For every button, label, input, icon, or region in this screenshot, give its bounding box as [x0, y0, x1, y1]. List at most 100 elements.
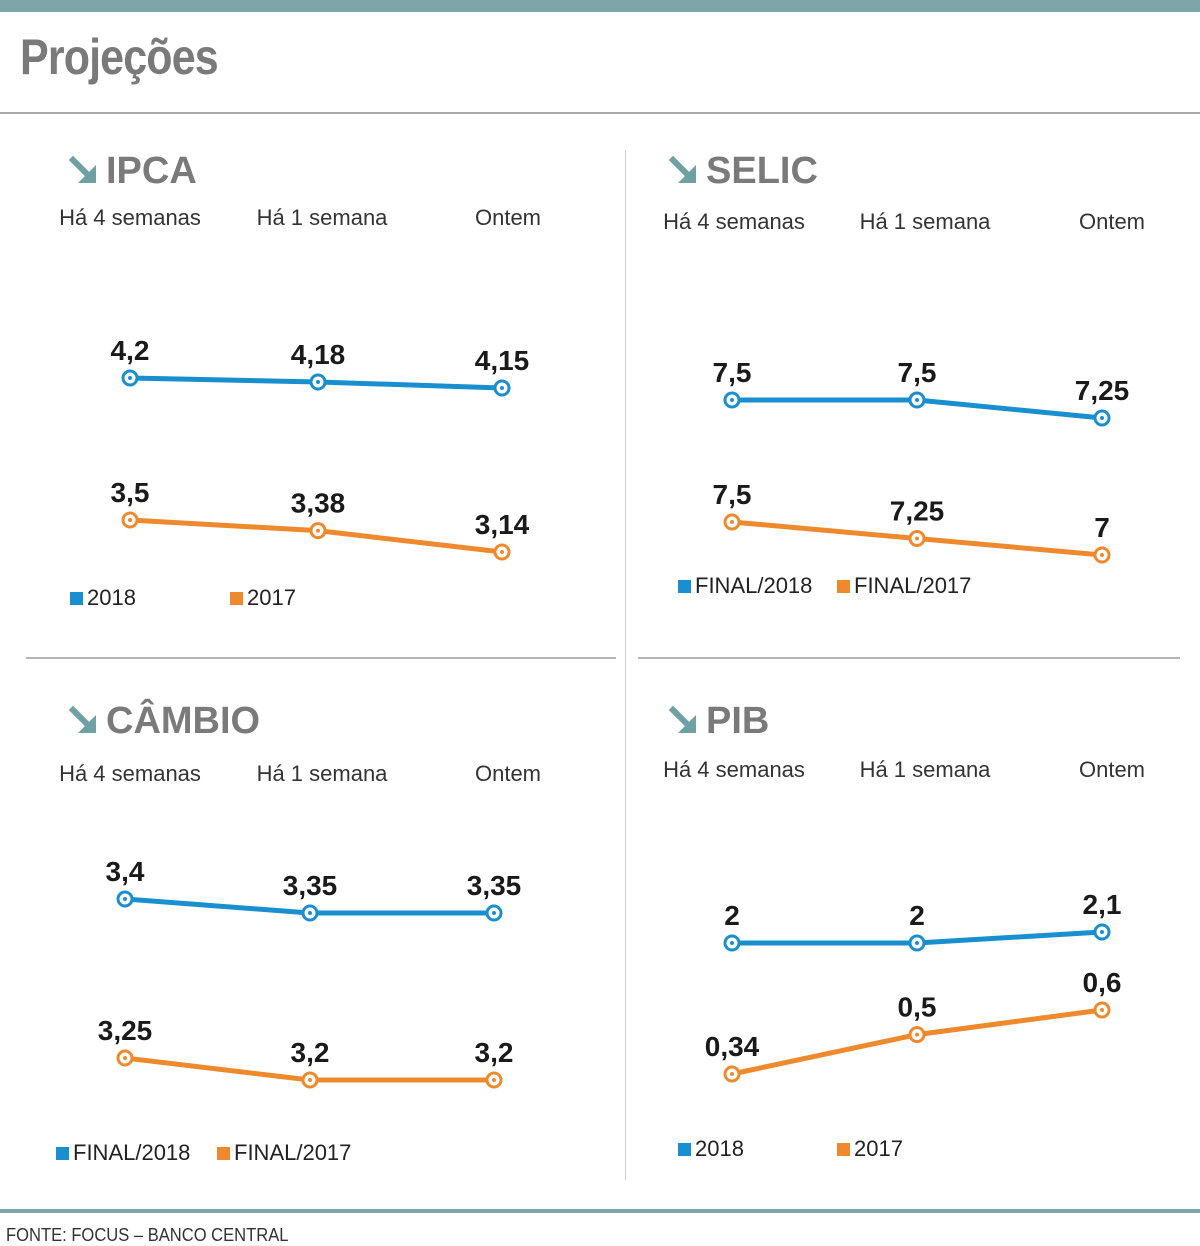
data-label: 3,35 — [467, 870, 522, 901]
data-point-dot — [915, 1032, 919, 1037]
data-label: 3,35 — [283, 870, 338, 901]
arrow-down-right-icon — [68, 705, 96, 733]
data-label: 3,2 — [475, 1037, 514, 1068]
data-point-dot — [492, 911, 496, 915]
chart-title: SELIC — [706, 150, 818, 192]
data-point-dot — [730, 520, 734, 524]
data-point-dot — [123, 1056, 127, 1060]
data-point-dot — [123, 897, 127, 901]
data-label: 7 — [1094, 512, 1110, 543]
data-point-dot — [730, 398, 734, 402]
data-label: 3,4 — [106, 856, 145, 887]
arrow-head — [678, 715, 696, 733]
chart-panel-cambio: CÂMBIO Há 4 semanas Há 1 semana Ontem 3,4 3,3… — [0, 675, 600, 1215]
column-header: Ontem — [475, 761, 541, 786]
column-header: Há 1 semana — [257, 761, 389, 786]
data-label: 7,5 — [898, 357, 937, 388]
arrow-head — [78, 715, 96, 733]
legend-label: 2017 — [854, 1136, 903, 1161]
data-point-dot — [128, 518, 132, 522]
data-label: 7,25 — [1075, 375, 1130, 406]
data-label: 3,25 — [98, 1015, 153, 1046]
source-note: FONTE: FOCUS – BANCO CENTRAL — [6, 1225, 289, 1245]
data-point-dot — [492, 1078, 496, 1082]
chart-panel-ipca: IPCA Há 4 semanas Há 1 semana Ontem 4,2 4,18 4… — [0, 125, 600, 665]
data-label: 4,2 — [111, 335, 150, 366]
column-header: Ontem — [1079, 209, 1145, 234]
data-label: 4,18 — [291, 339, 346, 370]
legend-label: FINAL/2018 — [695, 573, 812, 598]
arrow-head — [678, 165, 696, 183]
data-label: 7,5 — [713, 479, 752, 510]
top-accent-bar — [0, 0, 1200, 12]
data-label: 2,1 — [1083, 889, 1122, 920]
data-point-dot — [1100, 930, 1104, 934]
legend-swatch — [70, 592, 83, 605]
data-point-dot — [1100, 1008, 1104, 1012]
data-label: 3,14 — [475, 509, 530, 540]
vertical-divider — [625, 150, 626, 1180]
arrow-down-right-icon — [668, 155, 696, 183]
arrow-down-right-icon — [68, 155, 96, 183]
arrow-head — [78, 165, 96, 183]
data-label: 7,25 — [890, 496, 945, 527]
data-point-dot — [308, 911, 312, 915]
chart-svg-selic: SELIC Há 4 semanas Há 1 semana Ontem 7,5 7,5 7… — [663, 150, 1145, 598]
data-label: 4,15 — [475, 345, 530, 376]
chart-title: PIB — [706, 700, 769, 742]
data-label: 2 — [909, 900, 925, 931]
data-label: 0,34 — [705, 1031, 760, 1062]
page-title: Projeções — [20, 29, 219, 85]
legend-swatch — [678, 580, 691, 593]
column-header: Há 1 semana — [860, 209, 992, 234]
legend-label: 2017 — [247, 585, 296, 610]
data-label: 0,5 — [898, 992, 937, 1023]
data-point-dot — [128, 376, 132, 380]
arrow-down-right-icon — [668, 705, 696, 733]
data-point-dot — [730, 1072, 734, 1076]
legend-label: 2018 — [87, 585, 136, 610]
legend-label: FINAL/2017 — [234, 1140, 351, 1165]
legend-swatch — [56, 1147, 69, 1160]
chart-title: IPCA — [106, 150, 197, 192]
title-rule — [0, 112, 1200, 114]
legend-swatch — [837, 1143, 850, 1156]
data-point-dot — [1100, 553, 1104, 557]
chart-svg-pib: PIB Há 4 semanas Há 1 semana Ontem 2 2 2,1 0,34… — [663, 700, 1145, 1161]
data-point-dot — [316, 528, 320, 533]
data-label: 3,5 — [111, 477, 150, 508]
column-header: Ontem — [475, 205, 541, 230]
data-label: 0,6 — [1083, 967, 1122, 998]
chart-panel-pib: PIB Há 4 semanas Há 1 semana Ontem 2 2 2,1 0,34… — [600, 675, 1200, 1215]
data-point-dot — [500, 550, 504, 554]
legend-label: 2018 — [695, 1136, 744, 1161]
data-point-dot — [915, 536, 919, 541]
data-point-dot — [1100, 416, 1104, 420]
horizontal-divider-right — [638, 657, 1180, 659]
legend-swatch — [837, 580, 850, 593]
column-header: Ontem — [1079, 757, 1145, 782]
legend-swatch — [678, 1143, 691, 1156]
data-label: 3,2 — [291, 1037, 330, 1068]
chart-panel-selic: SELIC Há 4 semanas Há 1 semana Ontem 7,5 7,5 7… — [600, 125, 1200, 665]
bottom-rule — [0, 1209, 1200, 1213]
data-point-dot — [730, 941, 734, 945]
column-header: Há 4 semanas — [59, 761, 201, 786]
column-header: Há 4 semanas — [663, 757, 805, 782]
column-header: Há 4 semanas — [59, 205, 201, 230]
chart-title: CÂMBIO — [106, 698, 260, 742]
column-header: Há 4 semanas — [663, 209, 805, 234]
data-label: 3,38 — [291, 488, 346, 519]
column-header: Há 1 semana — [257, 205, 389, 230]
data-label: 7,5 — [713, 357, 752, 388]
legend-swatch — [217, 1147, 230, 1160]
horizontal-divider-left — [26, 657, 616, 659]
data-point-dot — [500, 386, 504, 390]
chart-svg-ipca: IPCA Há 4 semanas Há 1 semana Ontem 4,2 4,18 4… — [59, 150, 541, 610]
legend-swatch — [230, 592, 243, 605]
data-point-dot — [316, 380, 320, 384]
data-point-dot — [308, 1078, 312, 1082]
data-point-dot — [915, 398, 919, 402]
column-header: Há 1 semana — [860, 757, 992, 782]
chart-svg-cambio: CÂMBIO Há 4 semanas Há 1 semana Ontem 3,4 3,3… — [56, 698, 541, 1165]
